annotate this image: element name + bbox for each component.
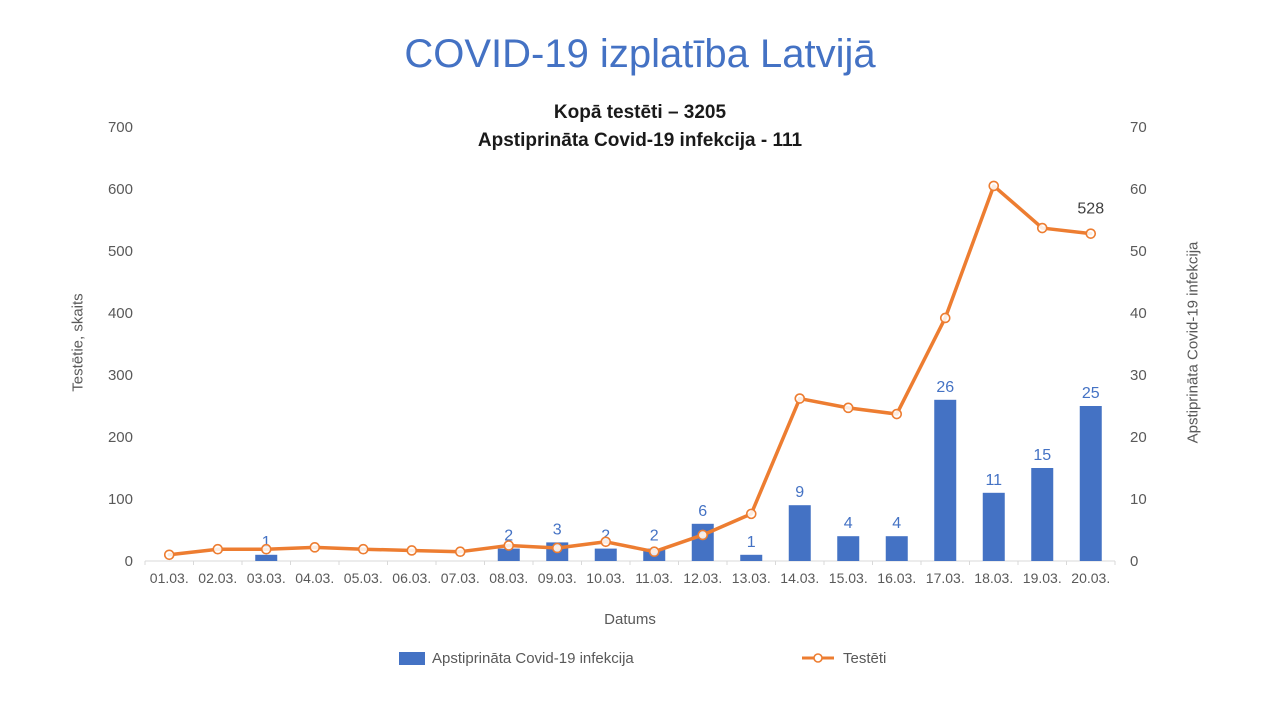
x-axis-date-label: 01.03. [150,570,189,586]
line-marker [988,180,1000,192]
x-axis-title: Datums [604,611,656,628]
x-axis-date-label: 17.03. [926,570,965,586]
bar-value-label: 26 [936,379,954,396]
x-axis-date-label: 04.03. [295,570,334,586]
line-marker [745,508,757,520]
x-axis-date-label: 10.03. [586,570,625,586]
bar [1031,468,1054,561]
line-marker [406,545,418,556]
x-axis-date-label: 09.03. [538,570,577,586]
bar [1079,406,1102,561]
bar [691,523,714,561]
line-marker [891,408,903,420]
line-marker [794,393,806,404]
x-axis-date-label: 06.03. [392,570,431,586]
bar-value-label: 4 [844,515,853,532]
right-axis-tick-label: 60 [1130,181,1147,198]
left-axis-tick-label: 600 [108,181,133,198]
bar [934,399,957,561]
bar [255,554,278,561]
x-axis-date-label: 12.03. [683,570,722,586]
bar-value-label: 9 [795,484,804,501]
right-axis-tick-label: 0 [1130,553,1138,570]
line-marker [309,542,321,553]
legend-item-confirmed: Apstiprināta Covid-19 infekcija [399,649,634,667]
tested-line [167,184,1093,557]
legend-item-tested: Testēti [800,649,887,667]
left-axis-tick-label: 0 [125,553,133,570]
left-axis-tick-label: 500 [108,243,133,260]
bar-value-label: 11 [985,472,1002,489]
line-marker [260,543,272,555]
x-axis-date-label: 11.03. [635,570,673,586]
bar [497,548,520,561]
bar [837,536,860,561]
x-axis-date-label: 16.03. [877,570,916,586]
x-axis-date-label: 18.03. [974,570,1013,586]
bar-value-label: 3 [553,521,562,538]
right-axis-tick-label: 30 [1130,367,1147,384]
left-axis-tick-label: 700 [108,119,133,136]
line-marker [454,546,466,558]
x-axis-date-label: 14.03. [780,570,819,586]
bar-value-label: 1 [747,534,756,551]
bar-value-label: 25 [1082,385,1100,402]
subtitle-confirmed-cases: Apstiprināta Covid-19 infekcija - 111 [477,130,803,151]
bar-value-label: 1 [262,534,271,551]
x-axis-date-label: 02.03. [198,570,237,586]
right-axis-tick-label: 70 [1130,119,1147,136]
line-marker [1036,222,1048,234]
bar-swatch-icon [399,651,425,665]
bar-value-label: 2 [601,528,610,545]
x-axis-date-label: 13.03. [732,570,771,586]
x-axis-date-label: 19.03. [1023,570,1062,586]
bar-value-label: 2 [650,528,659,545]
bar-value-label: 6 [698,503,707,520]
right-axis-tick-label: 40 [1130,305,1147,322]
right-axis-tick-label: 10 [1130,491,1147,508]
left-axis-tick-label: 300 [108,367,133,384]
bar [740,554,763,561]
left-axis-tick-label: 100 [108,491,133,508]
chart-subtitle: Kopā testēti – 3205 Apstiprināta Covid-1… [0,99,1280,155]
left-axis-tick-label: 200 [108,429,133,446]
line-marker [600,536,612,548]
chart-title: COVID-19 izplatība Latvijā [404,32,876,76]
bar [982,492,1005,561]
line-marker [357,543,369,555]
legend-label-confirmed: Apstiprināta Covid-19 infekcija [432,649,634,667]
line-marker [648,546,660,558]
line-marker [212,543,224,555]
bar-value-label: 15 [1033,447,1051,464]
line-marker [939,312,951,324]
x-axis-date-label: 20.03. [1071,570,1110,586]
bar [885,536,908,561]
subtitle-total-tested: Kopā testēti – 3205 [553,102,727,123]
legend-label-tested: Testēti [843,649,887,667]
x-axis-date-label: 07.03. [441,570,480,586]
bar-value-label: 4 [892,515,901,532]
right-axis-tick-label: 50 [1130,243,1147,260]
line-marker [842,402,854,414]
x-axis-date-label: 03.03. [247,570,286,586]
bar-value-label: 2 [504,528,513,545]
x-axis-date-label: 15.03. [829,570,868,586]
line-marker [1085,228,1097,239]
bar [788,505,811,561]
left-axis-tick-label: 400 [108,305,133,322]
x-axis-date-label: 05.03. [344,570,383,586]
x-axis-date-label: 08.03. [489,570,528,586]
line-swatch-icon [800,651,838,665]
right-axis-tick-label: 20 [1130,429,1147,446]
line-marker [163,549,175,561]
line-marker [551,542,563,554]
last-point-label: 528 [1077,201,1104,218]
line-marker [697,529,709,541]
line-marker [503,540,515,551]
bar [594,548,617,561]
